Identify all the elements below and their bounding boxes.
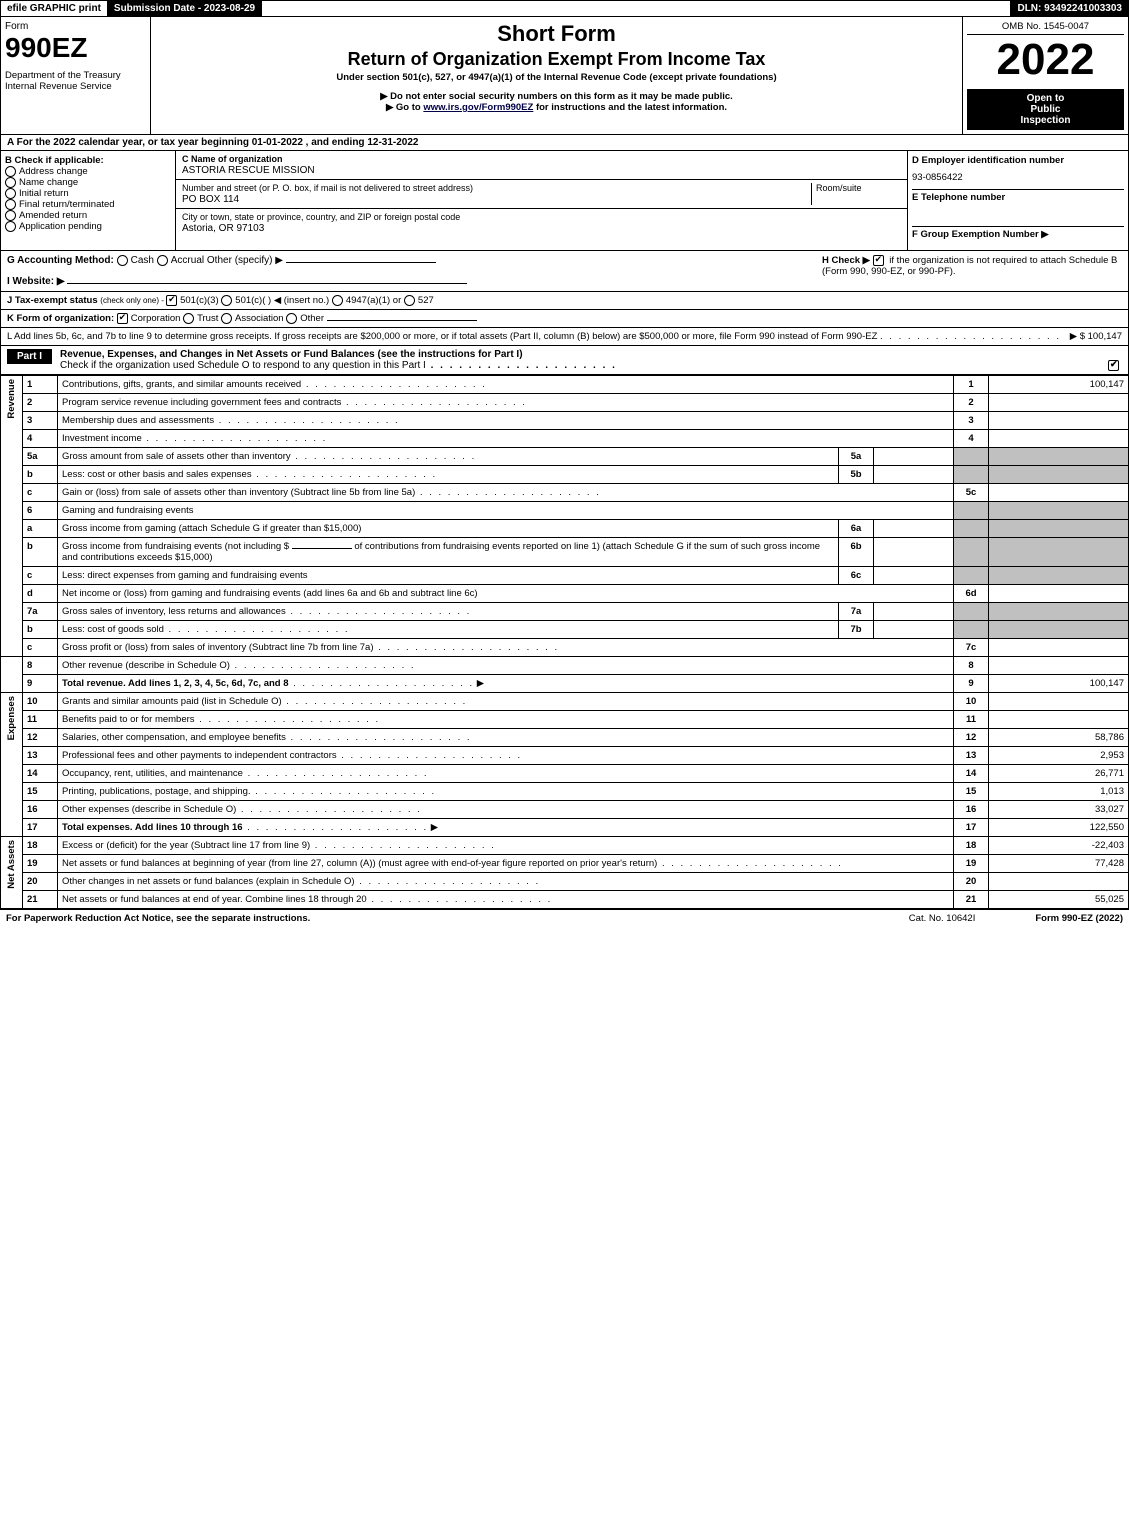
part1-label: Part I xyxy=(7,349,52,364)
ein: 93-0856422 xyxy=(912,172,1124,183)
amt-17: 122,550 xyxy=(989,819,1129,837)
efile-label: efile GRAPHIC print xyxy=(1,1,108,16)
amt-19: 77,428 xyxy=(989,855,1129,873)
d-header: D Employer identification number xyxy=(912,155,1124,166)
form-word: Form xyxy=(5,21,146,32)
chk-association[interactable] xyxy=(221,313,232,324)
amt-18: -22,403 xyxy=(989,837,1129,855)
amt-1: 100,147 xyxy=(989,376,1129,394)
gh-row: G Accounting Method: Cash Accrual Other … xyxy=(0,251,1129,292)
subtitle-2: ▶ Do not enter social security numbers o… xyxy=(155,91,958,102)
g-accounting: G Accounting Method: Cash Accrual Other … xyxy=(7,255,822,287)
form-ref: Form 990-EZ (2022) xyxy=(1035,913,1123,924)
subtitle-1: Under section 501(c), 527, or 4947(a)(1)… xyxy=(155,72,958,83)
side-expenses: Expenses xyxy=(6,696,17,740)
city-cell: City or town, state or province, country… xyxy=(176,209,907,237)
column-c: C Name of organization ASTORIA RESCUE MI… xyxy=(176,151,908,250)
chk-527[interactable] xyxy=(404,295,415,306)
header-mid: Short Form Return of Organization Exempt… xyxy=(151,17,963,134)
chk-other[interactable] xyxy=(286,313,297,324)
k-form-org: K Form of organization: Corporation Trus… xyxy=(0,310,1129,328)
paperwork-notice: For Paperwork Reduction Act Notice, see … xyxy=(6,913,310,924)
form-header: Form 990EZ Department of the Treasury In… xyxy=(0,17,1129,135)
chk-501c3[interactable] xyxy=(166,295,177,306)
l-gross-receipts: L Add lines 5b, 6c, and 7b to line 9 to … xyxy=(0,328,1129,346)
address: PO BOX 114 xyxy=(182,194,239,205)
side-net-assets: Net Assets xyxy=(6,840,17,889)
cat-no: Cat. No. 10642I xyxy=(909,913,976,924)
open-to-public: Open to Public Inspection xyxy=(967,89,1124,130)
page-footer: For Paperwork Reduction Act Notice, see … xyxy=(0,909,1129,927)
chk-amended-return[interactable]: Amended return xyxy=(5,210,171,221)
chk-application-pending[interactable]: Application pending xyxy=(5,221,171,232)
amt-16: 33,027 xyxy=(989,801,1129,819)
chk-initial-return[interactable]: Initial return xyxy=(5,188,171,199)
org-name-cell: C Name of organization ASTORIA RESCUE MI… xyxy=(176,151,907,180)
subtitle-3: ▶ Go to www.irs.gov/Form990EZ for instru… xyxy=(155,102,958,113)
c-header: C Name of organization xyxy=(182,154,283,164)
form-number: 990EZ xyxy=(5,32,146,64)
chk-final-return[interactable]: Final return/terminated xyxy=(5,199,171,210)
column-b: B Check if applicable: Address change Na… xyxy=(1,151,176,250)
e-header: E Telephone number xyxy=(912,189,1124,203)
amt-15: 1,013 xyxy=(989,783,1129,801)
j-tax-exempt: J Tax-exempt status (check only one) - 5… xyxy=(0,292,1129,310)
chk-4947[interactable] xyxy=(332,295,343,306)
header-right: OMB No. 1545-0047 2022 Open to Public In… xyxy=(963,17,1128,134)
org-name: ASTORIA RESCUE MISSION xyxy=(182,165,315,176)
address-cell: Number and street (or P. O. box, if mail… xyxy=(176,180,907,209)
column-d: D Employer identification number 93-0856… xyxy=(908,151,1128,250)
h-check: H Check ▶ if the organization is not req… xyxy=(822,255,1122,287)
f-header: F Group Exemption Number ▶ xyxy=(912,226,1124,240)
info-block: B Check if applicable: Address change Na… xyxy=(0,151,1129,251)
chk-name-change[interactable]: Name change xyxy=(5,177,171,188)
amt-12: 58,786 xyxy=(989,729,1129,747)
side-revenue: Revenue xyxy=(6,379,17,419)
amt-9: 100,147 xyxy=(989,675,1129,693)
chk-schedule-o[interactable] xyxy=(1108,360,1119,371)
tax-year: 2022 xyxy=(967,35,1124,85)
omb-number: OMB No. 1545-0047 xyxy=(967,21,1124,35)
room-suite: Room/suite xyxy=(811,183,901,205)
dept-line1: Department of the Treasury xyxy=(5,70,146,81)
chk-501c[interactable] xyxy=(221,295,232,306)
city-header: City or town, state or province, country… xyxy=(182,212,460,222)
short-form-label: Short Form xyxy=(155,21,958,47)
dept-line2: Internal Revenue Service xyxy=(5,81,146,92)
chk-accrual[interactable] xyxy=(157,255,168,266)
addr-header: Number and street (or P. O. box, if mail… xyxy=(182,183,473,193)
amt-13: 2,953 xyxy=(989,747,1129,765)
chk-cash[interactable] xyxy=(117,255,128,266)
form-title: Return of Organization Exempt From Incom… xyxy=(155,49,958,70)
chk-trust[interactable] xyxy=(183,313,194,324)
city: Astoria, OR 97103 xyxy=(182,223,264,234)
chk-schedule-b[interactable] xyxy=(873,255,884,266)
dln: DLN: 93492241003303 xyxy=(1010,1,1128,16)
top-bar: efile GRAPHIC print Submission Date - 20… xyxy=(0,0,1129,17)
chk-address-change[interactable]: Address change xyxy=(5,166,171,177)
l-amount: ▶ $ 100,147 xyxy=(1070,331,1122,342)
b-header: B Check if applicable: xyxy=(5,155,171,166)
amt-21: 55,025 xyxy=(989,891,1129,909)
amt-14: 26,771 xyxy=(989,765,1129,783)
header-left: Form 990EZ Department of the Treasury In… xyxy=(1,17,151,134)
i-website: I Website: ▶ xyxy=(7,276,65,287)
submission-date: Submission Date - 2023-08-29 xyxy=(108,1,262,16)
chk-corporation[interactable] xyxy=(117,313,128,324)
irs-link[interactable]: www.irs.gov/Form990EZ xyxy=(423,102,533,113)
finance-table: Revenue 1Contributions, gifts, grants, a… xyxy=(0,375,1129,909)
section-a: A For the 2022 calendar year, or tax yea… xyxy=(0,135,1129,151)
part1-header: Part I Revenue, Expenses, and Changes in… xyxy=(0,346,1129,375)
